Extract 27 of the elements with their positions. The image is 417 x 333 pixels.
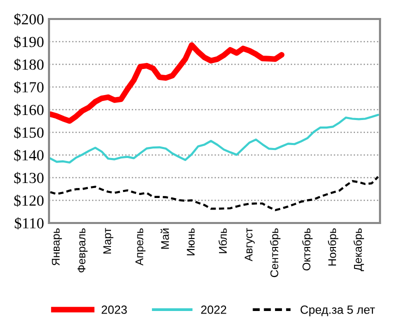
x-tick-label: Ноябрь <box>328 228 338 266</box>
y-tick-label: $170 <box>14 81 44 94</box>
y-tick-label: $190 <box>14 36 44 48</box>
line-series <box>49 114 380 164</box>
legend-label: 2022 <box>201 306 226 314</box>
y-tick-label: $180 <box>14 58 44 71</box>
y-tick-label: $160 <box>14 104 44 116</box>
x-tick-label: Май <box>160 228 169 249</box>
legend-label: Сред.за 5 лет <box>300 306 375 316</box>
x-tick-label: Октябрь <box>302 228 313 270</box>
x-tick-label: Ибль <box>218 228 227 254</box>
x-tick-label: Январь <box>52 228 62 266</box>
y-tick-label: $120 <box>14 194 44 207</box>
y-tick-label: $140 <box>14 149 44 162</box>
line-series <box>49 176 380 212</box>
y-tick-label: $130 <box>14 172 44 184</box>
y-tick-label: $110 <box>14 217 44 230</box>
x-tick-label: Июнь <box>186 228 195 256</box>
legend-label: 2023 <box>102 306 127 314</box>
x-tick-label: Декабрь <box>354 228 364 272</box>
x-tick-label: Апрель <box>135 228 146 266</box>
x-tick-label: Февраль <box>78 228 88 272</box>
x-tick-label: Март <box>103 228 114 254</box>
y-tick-label: $150 <box>14 126 44 139</box>
x-tick-label: Сентябрь <box>270 228 280 278</box>
x-tick-label: Август <box>244 228 255 262</box>
y-tick-label: $200 <box>14 13 44 26</box>
